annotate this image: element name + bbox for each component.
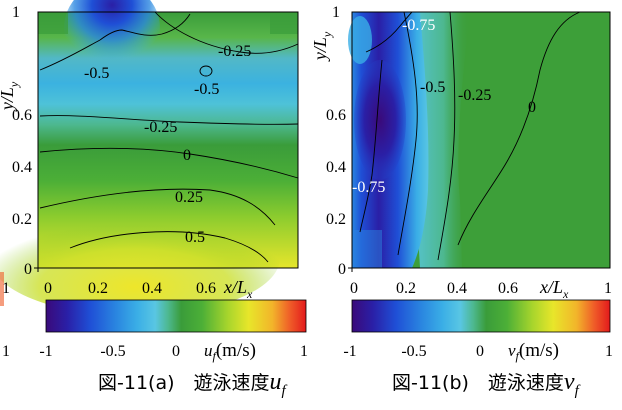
x-tick: 0.6 bbox=[498, 280, 518, 297]
y-tick: 0 bbox=[24, 261, 32, 278]
plot-a-colorbar bbox=[45, 299, 307, 333]
svg-text:vf(m/s): vf(m/s) bbox=[508, 340, 559, 363]
y-tick: 0.2 bbox=[326, 211, 346, 228]
x-tick: 1 bbox=[2, 280, 10, 297]
contour-label: -0.25 bbox=[144, 119, 177, 136]
y-tick: 0.2 bbox=[12, 211, 32, 228]
colorbar-tick: 0 bbox=[476, 343, 484, 360]
contour-label: -0.25 bbox=[218, 43, 251, 60]
caption-b-text: 図-11(b) 遊泳速度 bbox=[392, 372, 564, 394]
plot-b: -0.75 -0.5 -0.25 0 -0.75 1 0.6 0.4 0.2 0… bbox=[310, 4, 613, 363]
colorbar-tick: 0 bbox=[172, 343, 180, 360]
figure-caption-b: 図-11(b) 遊泳速度vf bbox=[392, 368, 579, 399]
y-tick: 1 bbox=[332, 4, 340, 21]
contour-a-m05-left bbox=[39, 39, 101, 71]
colorbar-tick: 1 bbox=[605, 343, 613, 360]
contour-a-m05-top bbox=[99, 13, 191, 41]
plot-a: -0.25 -0.5 -0.5 -0.25 0 0.25 0.5 1 0.6 0… bbox=[0, 0, 308, 363]
contour-a-0 bbox=[39, 147, 299, 179]
caption-a-symbol: u bbox=[269, 369, 282, 395]
plot-a-contours bbox=[39, 11, 299, 263]
x-tick: 0 bbox=[350, 280, 358, 297]
contour-b-0 bbox=[457, 11, 581, 246]
contour-a-025 bbox=[39, 188, 276, 226]
contour-label: -0.75 bbox=[352, 179, 385, 196]
y-tick: 1 bbox=[12, 4, 20, 21]
plot-a-x-ticks: 0 0.2 0.4 0.6 1 bbox=[2, 280, 216, 297]
contour-label: 0.25 bbox=[175, 189, 203, 206]
caption-b-symbol: v bbox=[563, 369, 575, 395]
contour-label: 0.5 bbox=[185, 229, 205, 246]
plot-b-contours bbox=[359, 11, 581, 261]
y-tick: 0.4 bbox=[12, 159, 32, 176]
colorbar-tick: -1 bbox=[343, 343, 356, 360]
contour-b-m075-top bbox=[365, 11, 413, 53]
contour-a-m025-low bbox=[39, 115, 299, 125]
contour-b-m025 bbox=[437, 11, 456, 261]
svg-text:y/Ly: y/Ly bbox=[0, 81, 21, 112]
x-tick: 0.2 bbox=[396, 280, 416, 297]
svg-text:y/Ly: y/Ly bbox=[310, 31, 334, 62]
x-tick: 0.6 bbox=[196, 280, 216, 297]
y-tick: 0.6 bbox=[12, 107, 32, 124]
colorbar-tick: -0.5 bbox=[401, 343, 426, 360]
colorbar-tick: -0.5 bbox=[100, 343, 125, 360]
y-tick: 0 bbox=[338, 261, 346, 278]
contour-label: -0.5 bbox=[84, 65, 109, 82]
colorbar-tick: 1 bbox=[2, 343, 10, 360]
svg-text:x/Lx: x/Lx bbox=[539, 277, 569, 301]
plot-b-tick-marks bbox=[348, 267, 353, 272]
plot-a-tick-marks bbox=[34, 267, 39, 272]
plot-a-y-ticks: 1 0.6 0.4 0.2 0 bbox=[12, 4, 32, 278]
plot-a-colorbar-ticks: -1 -0.5 0 1 1 bbox=[2, 343, 308, 360]
caption-a-subscript: f bbox=[281, 383, 286, 399]
contour-label: -0.75 bbox=[402, 17, 435, 34]
contour-a-05 bbox=[69, 231, 269, 263]
contour-label: -0.5 bbox=[420, 79, 445, 96]
plot-b-x-ticks: 0 0.2 0.4 0.6 1 bbox=[350, 280, 612, 297]
plot-b-colorbar-ticks: -1 -0.5 0 1 bbox=[343, 343, 613, 360]
plot-b-heatmap bbox=[348, 12, 610, 268]
contour-b-m075-left bbox=[359, 59, 383, 233]
y-tick: 0.4 bbox=[326, 159, 346, 176]
caption-b-subscript: f bbox=[574, 383, 579, 399]
plot-a-contour-labels: -0.25 -0.5 -0.5 -0.25 0 0.25 0.5 bbox=[84, 43, 251, 246]
x-tick: 0 bbox=[44, 280, 52, 297]
contour-a-m025-top bbox=[154, 11, 299, 54]
caption-a-text: 図-11(a) 遊泳速度 bbox=[98, 372, 270, 394]
plot-a-y-axis-label: y/Ly bbox=[0, 81, 21, 112]
plot-a-x-axis-label: x/Lx bbox=[223, 277, 253, 301]
contour-label: 0 bbox=[528, 99, 536, 116]
contour-a-m05-loop bbox=[199, 65, 213, 77]
plot-b-y-axis-label: y/Ly bbox=[310, 31, 334, 62]
svg-text:uf(m/s): uf(m/s) bbox=[204, 340, 256, 363]
x-tick: 0.4 bbox=[447, 280, 467, 297]
colorbar-tick: -1 bbox=[39, 343, 52, 360]
edge-sliver bbox=[0, 272, 4, 306]
contour-b-m05 bbox=[397, 11, 418, 256]
plot-a-colorbar-label: uf(m/s) bbox=[204, 340, 256, 363]
plot-b-colorbar-label: vf(m/s) bbox=[508, 340, 559, 363]
plot-b-contour-labels: -0.75 -0.5 -0.25 0 -0.75 bbox=[352, 17, 536, 196]
figure-caption-a: 図-11(a) 遊泳速度uf bbox=[98, 368, 286, 399]
svg-text:x/Lx: x/Lx bbox=[223, 277, 253, 301]
contour-label: 0 bbox=[183, 147, 191, 164]
colorbar-tick: 1 bbox=[300, 343, 308, 360]
plot-b-x-axis-label: x/Lx bbox=[539, 277, 569, 301]
plot-b-y-ticks: 1 0.6 0.4 0.2 0 bbox=[326, 4, 346, 278]
x-tick: 1 bbox=[604, 280, 612, 297]
plot-b-frame bbox=[351, 11, 611, 269]
y-tick: 0.6 bbox=[326, 107, 346, 124]
plot-b-colorbar bbox=[351, 299, 611, 333]
plot-a-heatmap bbox=[0, 0, 298, 316]
contour-label: -0.5 bbox=[194, 81, 219, 98]
x-tick: 0.4 bbox=[142, 280, 162, 297]
contour-label: -0.25 bbox=[458, 87, 491, 104]
x-tick: 0.2 bbox=[88, 280, 108, 297]
plot-a-frame bbox=[37, 11, 299, 269]
